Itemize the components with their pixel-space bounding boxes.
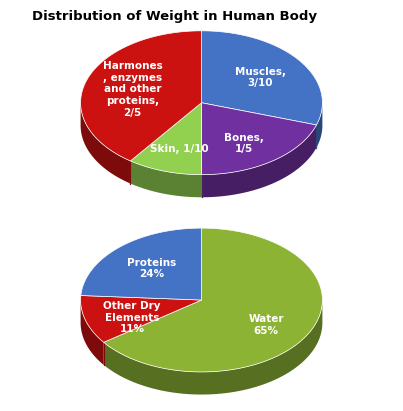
Polygon shape [104,300,322,395]
Text: Muscles,
3/10: Muscles, 3/10 [235,67,286,88]
Text: Skin, 1/10: Skin, 1/10 [150,144,208,155]
Polygon shape [131,103,202,175]
Polygon shape [81,228,202,300]
Polygon shape [81,300,104,365]
Text: Proteins
24%: Proteins 24% [127,258,177,279]
Polygon shape [104,228,322,372]
Polygon shape [202,103,316,175]
Polygon shape [202,125,316,197]
Text: Distribution of Weight in Human Body: Distribution of Weight in Human Body [32,10,317,23]
Text: Water
65%: Water 65% [248,314,284,336]
Polygon shape [81,296,202,342]
Polygon shape [81,31,202,161]
Text: Harmones
, enzymes
and other
proteins,
2/5: Harmones , enzymes and other proteins, 2… [103,61,162,118]
Polygon shape [316,104,322,148]
Polygon shape [131,161,202,197]
Polygon shape [202,31,322,125]
Polygon shape [81,104,131,184]
Text: Other Dry
Elements
11%: Other Dry Elements 11% [103,301,160,334]
Text: Bones,
1/5: Bones, 1/5 [224,132,264,154]
